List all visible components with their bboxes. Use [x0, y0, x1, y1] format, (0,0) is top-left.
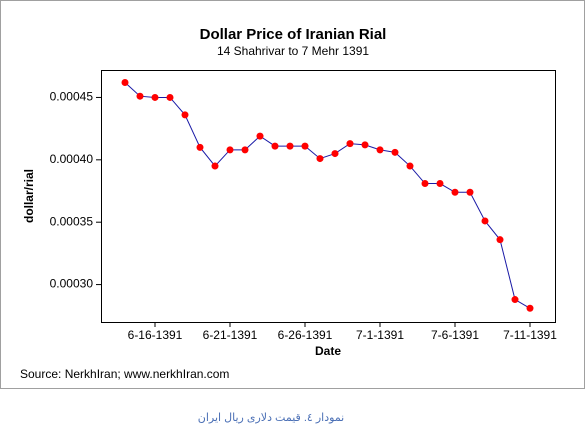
data-line — [124, 82, 531, 309]
data-point — [466, 188, 474, 196]
data-point — [136, 92, 144, 100]
data-point — [301, 142, 309, 150]
plot-area — [101, 70, 556, 323]
data-point — [376, 146, 384, 154]
x-tick-label: 6-16-1391 — [128, 328, 183, 342]
chart-subtitle: 14 Shahrivar to 7 Mehr 1391 — [217, 44, 369, 58]
data-point — [346, 140, 354, 148]
data-point — [451, 188, 459, 196]
y-tick-label: 0.00030 — [50, 277, 94, 291]
data-point — [526, 304, 534, 312]
data-point — [241, 146, 249, 154]
caption: نمودار ٤. قیمت دلاری ریال ایران — [198, 412, 345, 424]
data-point — [481, 217, 489, 225]
y-axis-label: dollar/rial — [22, 169, 36, 223]
data-point — [511, 296, 519, 304]
data-point — [361, 141, 369, 149]
data-point — [286, 142, 294, 150]
x-tick-label: 7-6-1391 — [431, 328, 479, 342]
x-axis-label: Date — [315, 344, 341, 358]
data-point — [256, 132, 264, 140]
data-point — [151, 93, 159, 101]
x-tick-label: 7-11-1391 — [503, 328, 557, 342]
data-point — [421, 180, 429, 188]
data-point — [166, 93, 174, 101]
data-point — [226, 146, 234, 154]
data-point — [121, 78, 129, 86]
x-tick-label: 6-21-1391 — [203, 328, 258, 342]
data-point — [196, 143, 204, 151]
y-tick-label: 0.00045 — [50, 90, 94, 104]
data-point — [406, 162, 414, 170]
y-tick-label: 0.00040 — [50, 152, 94, 166]
data-point — [391, 148, 399, 156]
chart-title: Dollar Price of Iranian Rial — [200, 26, 387, 43]
data-point — [436, 180, 444, 188]
data-point — [496, 236, 504, 244]
source-note: Source: NerkhIran; www.nerkhIran.com — [20, 367, 229, 381]
y-tick-label: 0.00035 — [50, 214, 94, 228]
data-point — [271, 142, 279, 150]
data-point — [211, 162, 219, 170]
x-tick-label: 7-1-1391 — [356, 328, 404, 342]
data-point — [181, 111, 189, 119]
x-tick-label: 6-26-1391 — [278, 328, 333, 342]
data-point — [316, 155, 324, 163]
data-point — [331, 150, 339, 158]
